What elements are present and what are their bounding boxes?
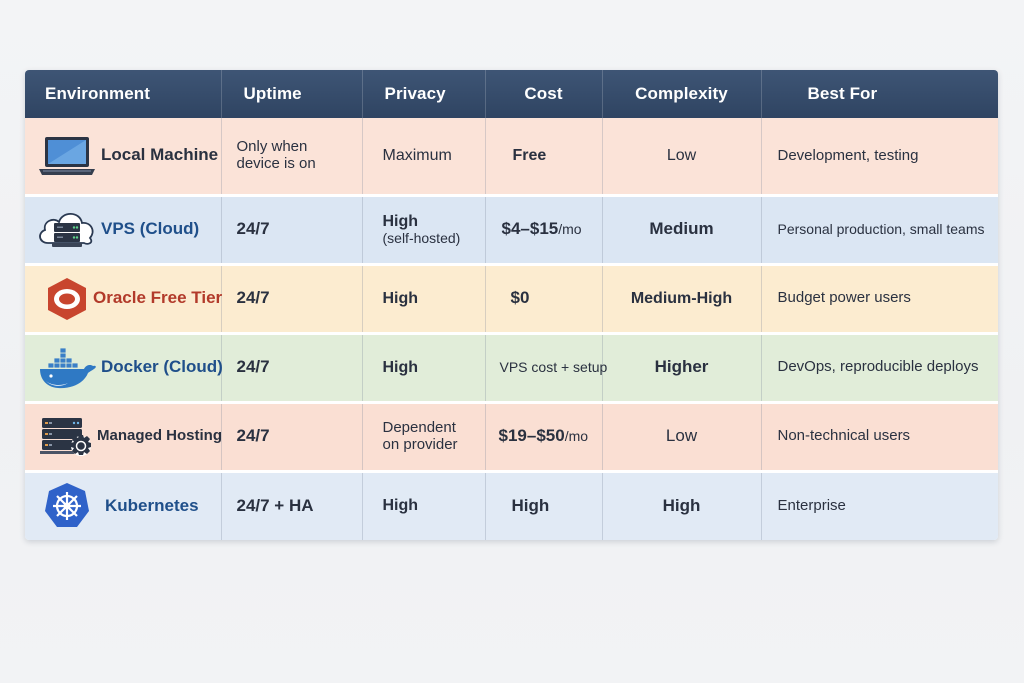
environment-cell: VPS (Cloud)	[25, 195, 222, 264]
environment-label: Kubernetes	[105, 495, 199, 515]
environment-label: VPS (Cloud)	[101, 219, 200, 239]
table-row: Oracle Free Tier 24/7 High $0 Medium-Hig…	[25, 264, 998, 333]
privacy-cell: Dependent on provider	[362, 402, 486, 471]
best-for-cell: Non-technical users	[777, 427, 911, 445]
complexity-cell: Low	[602, 402, 762, 471]
complexity-cell: Medium	[602, 195, 762, 264]
best-for-cell: Development, testing	[777, 146, 919, 164]
complexity-cell: Higher	[602, 333, 762, 402]
best-for-cell: Budget power users	[777, 289, 911, 307]
docker-whale-icon	[35, 345, 99, 391]
privacy-cell: High	[362, 471, 486, 540]
table-header-row: Environment Uptime Privacy Cost Complexi…	[25, 70, 998, 118]
environment-label: Oracle Free Tier	[93, 288, 223, 308]
uptime-cell: 24/7 + HA	[221, 471, 363, 540]
kubernetes-helm-icon	[35, 483, 99, 529]
uptime-cell: 24/7	[221, 195, 363, 264]
uptime-cell: Only when device is on	[221, 118, 363, 195]
privacy-cell: High	[362, 333, 486, 402]
cost-cell: $4–$15/mo	[485, 195, 603, 264]
cost-cell: VPS cost + setup	[485, 333, 607, 402]
privacy-cell: High	[362, 264, 486, 333]
environment-label: Managed Hosting	[97, 427, 223, 445]
environment-label: Local Machine	[101, 145, 219, 165]
header-privacy: Privacy	[362, 70, 486, 118]
best-for-cell: Enterprise	[777, 497, 846, 514]
best-for-cell: Personal production, small teams	[777, 220, 985, 237]
environment-cell: Oracle Free Tier	[25, 264, 223, 333]
environment-cell: Docker (Cloud)	[25, 333, 223, 402]
cloud-server-icon	[35, 207, 99, 253]
comparison-table: Environment Uptime Privacy Cost Complexi…	[25, 70, 998, 540]
uptime-cell: 24/7	[221, 402, 363, 471]
table-row: VPS (Cloud) 24/7 High (self-hosted) $4–$…	[25, 195, 998, 264]
laptop-icon	[35, 133, 99, 179]
environment-cell: Local Machine	[25, 118, 222, 195]
complexity-cell: Low	[602, 118, 762, 195]
table-row: Local Machine Only when device is on Max…	[25, 118, 998, 195]
header-uptime: Uptime	[221, 70, 363, 118]
privacy-cell: High (self-hosted)	[362, 195, 486, 264]
best-for-cell: DevOps, reproducible deploys	[777, 358, 979, 376]
complexity-cell: Medium-High	[602, 264, 762, 333]
cost-cell: High	[485, 471, 603, 540]
uptime-cell: 24/7	[221, 333, 363, 402]
table-row: Kubernetes 24/7 + HA High High High Ente…	[25, 471, 998, 540]
uptime-cell: 24/7	[221, 264, 363, 333]
environment-cell: Kubernetes	[25, 471, 222, 540]
header-environment: Environment	[25, 70, 222, 118]
cost-cell: Free	[485, 118, 603, 195]
oracle-icon	[35, 276, 99, 322]
cost-cell: $19–$50/mo	[485, 402, 603, 471]
table-row: Docker (Cloud) 24/7 High VPS cost + setu…	[25, 333, 998, 402]
table-row: Managed Hosting 24/7 Dependent on provid…	[25, 402, 998, 471]
privacy-cell: Maximum	[362, 118, 486, 195]
environment-cell: Managed Hosting	[25, 402, 223, 471]
server-gear-icon	[35, 414, 99, 460]
cost-cell: $0	[485, 264, 603, 333]
complexity-cell: High	[602, 471, 762, 540]
header-best-for: Best For	[807, 84, 878, 103]
environment-label: Docker (Cloud)	[101, 357, 223, 377]
header-complexity: Complexity	[602, 70, 762, 118]
header-cost: Cost	[485, 70, 603, 118]
